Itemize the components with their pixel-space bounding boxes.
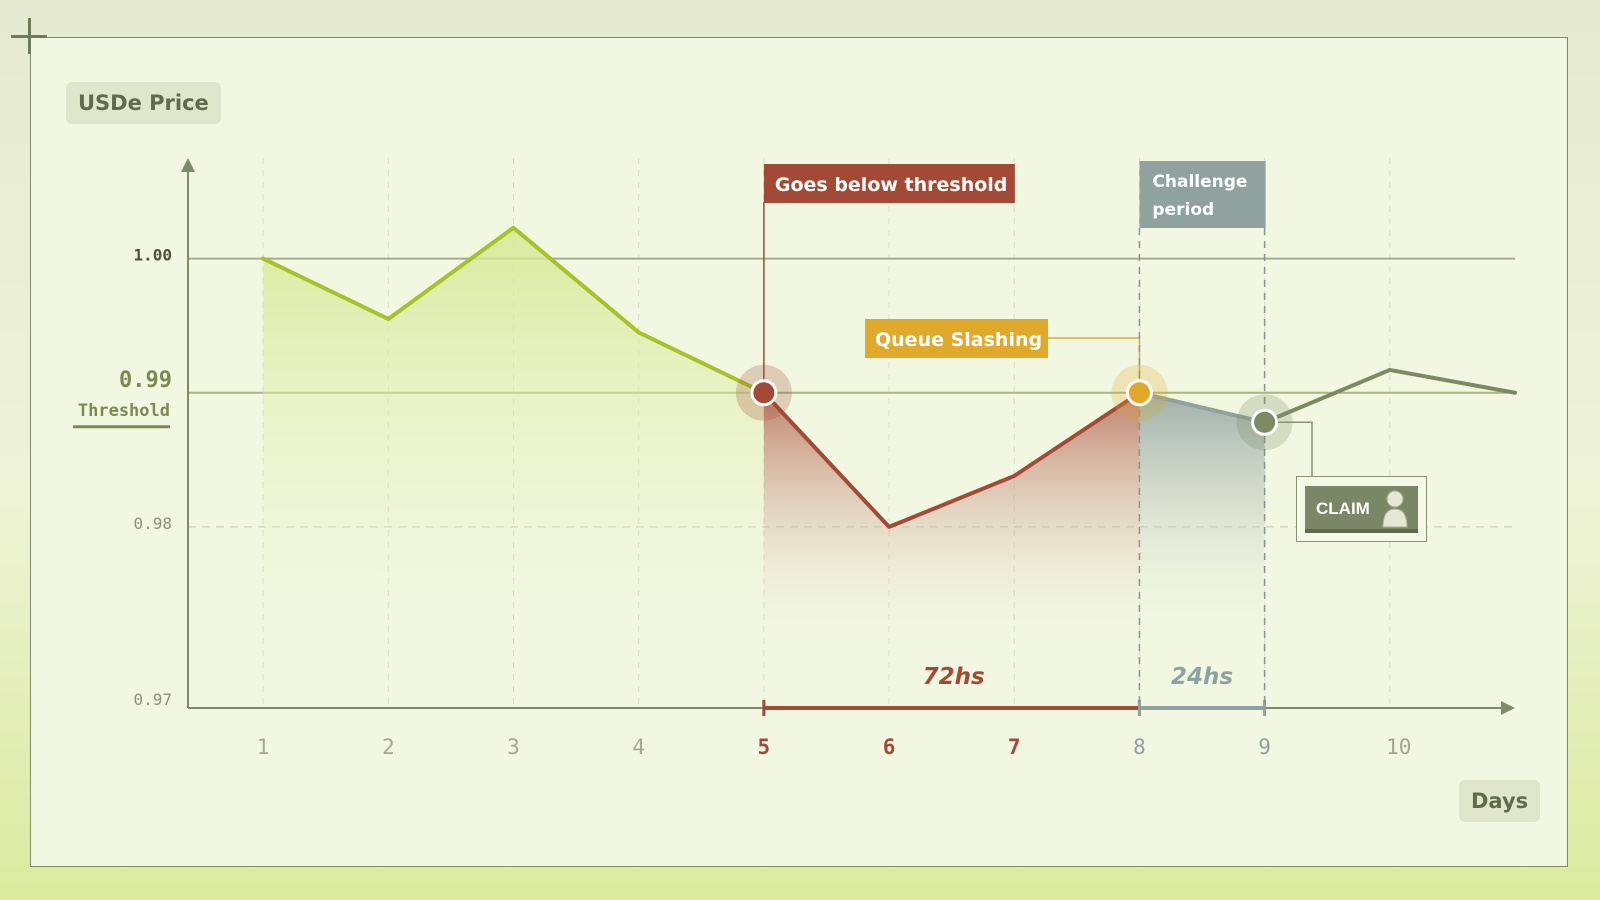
x-tick-label-7: 7 <box>1008 735 1021 759</box>
x-tick-label-8: 8 <box>1133 735 1146 759</box>
period-label-24hs: 24hs <box>1171 664 1233 690</box>
x-tick-label-9: 9 <box>1258 735 1271 759</box>
challenge-label-line2: period <box>1152 200 1214 220</box>
period-label-72hs: 72hs <box>923 664 985 690</box>
series-line-segment-2 <box>761 390 1142 529</box>
y-tick-label-0.97: 0.97 <box>133 690 172 709</box>
y-tick-label-0.99: 0.99 <box>119 368 172 393</box>
marker-point-day-5 <box>750 379 778 407</box>
area-segment-3 <box>1139 392 1265 648</box>
x-tick-label-10: 10 <box>1386 735 1411 759</box>
y-axis-title: USDe Price <box>66 82 221 124</box>
y-tick-label-1.00: 1.00 <box>133 246 172 265</box>
x-tick-label-3: 3 <box>507 735 520 759</box>
area-segment-1 <box>263 227 764 648</box>
below-threshold-callout <box>763 164 1015 203</box>
queue-slashing-label: Queue Slashing <box>875 329 1042 351</box>
series-line-segment-4 <box>1262 367 1517 425</box>
x-axis-arrow <box>1501 701 1515 715</box>
x-tick-label-5: 5 <box>758 735 771 759</box>
marker-point-day-9 <box>1251 408 1279 436</box>
challenge-label-line1: Challenge <box>1152 172 1247 192</box>
series-line-segment-3 <box>1137 390 1267 425</box>
claim-button[interactable]: CLAIM <box>1305 486 1418 533</box>
x-tick-label-2: 2 <box>382 735 395 759</box>
claim-card: CLAIM <box>1296 476 1427 542</box>
marker-point-day-8 <box>1125 379 1153 407</box>
claim-label: CLAIM <box>1316 499 1370 518</box>
threshold-label: Threshold <box>78 401 170 421</box>
queue-slashing-callout <box>865 319 1048 358</box>
x-axis-title: Days <box>1459 780 1541 822</box>
plus-icon <box>11 18 47 54</box>
x-tick-label-1: 1 <box>257 735 270 759</box>
claim-leader <box>1264 421 1313 476</box>
person-avatar-icon <box>1382 490 1408 528</box>
challenge-callout <box>1139 161 1266 228</box>
x-tick-label-4: 4 <box>632 735 645 759</box>
y-tick-label-0.98: 0.98 <box>133 514 172 533</box>
series-line-segment-1 <box>261 225 766 395</box>
below-threshold-label: Goes below threshold <box>775 174 1008 196</box>
x-tick-label-6: 6 <box>883 735 896 759</box>
y-axis-arrow <box>181 158 195 172</box>
